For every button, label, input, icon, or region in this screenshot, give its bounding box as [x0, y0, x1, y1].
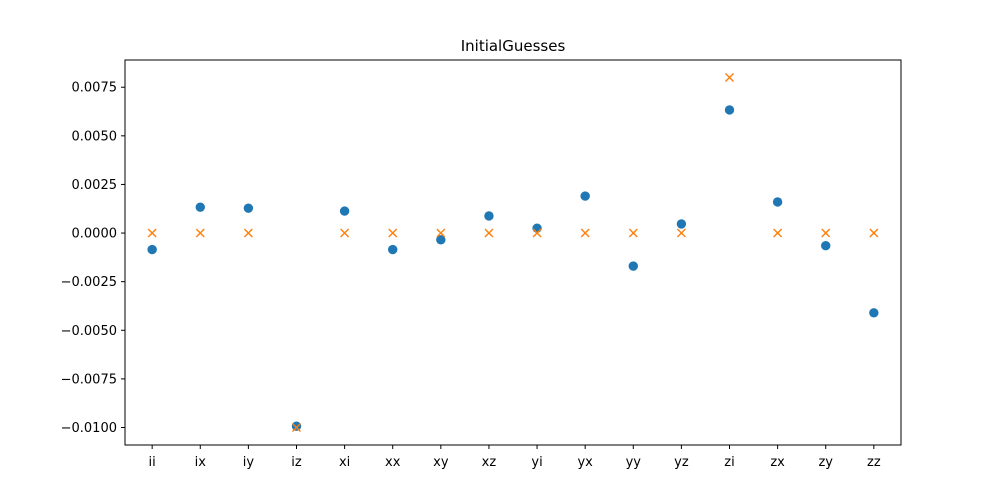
x-axis: ii ix iy iz xi xx xy xz yi yx yy yz zi zx zy zz [149, 445, 881, 470]
chart-title: InitialGuesses [461, 37, 566, 55]
data-point-x [869, 228, 879, 238]
data-point-x [580, 228, 590, 238]
data-point-circle [195, 202, 205, 212]
data-point-circle [484, 211, 494, 221]
x-tick-label: xi [339, 455, 350, 470]
data-point-x [292, 423, 301, 432]
x-tick-label: ii [149, 455, 156, 470]
y-tick-label: 0.0000 [72, 227, 118, 242]
x-tick-label: zi [724, 455, 734, 470]
data-points [147, 73, 879, 432]
y-axis: −0.0100 −0.0075 −0.0050 −0.0025 0.0000 0.0025… [61, 81, 125, 436]
data-point-circle [676, 219, 687, 229]
data-point-circle [628, 261, 638, 271]
x-tick-label: ix [195, 455, 207, 470]
data-point-x [388, 228, 398, 238]
data-point-circle [436, 235, 446, 245]
y-tick-label: 0.0025 [72, 178, 118, 193]
data-point-x [821, 228, 831, 238]
data-point-x [484, 228, 494, 238]
x-tick-label: yx [577, 455, 593, 470]
y-tick-label: −0.0100 [61, 421, 117, 436]
x-tick-label: iz [291, 455, 302, 470]
x-tick-label: xz [482, 455, 497, 470]
data-point-x [436, 228, 446, 238]
x-tick-label: xy [433, 455, 449, 470]
plot-frame [124, 59, 902, 446]
data-point-circle [821, 240, 831, 251]
x-tick-label: zz [867, 455, 881, 470]
data-point-circle [532, 223, 542, 233]
x-tick-label: zy [818, 455, 833, 470]
data-point-circle [869, 308, 879, 318]
data-point-x [628, 228, 638, 238]
data-point-circle [339, 206, 350, 216]
data-point-circle [243, 203, 254, 213]
data-point-circle [724, 105, 735, 115]
x-tick-label: xx [385, 455, 401, 470]
y-tick-label: 0.0050 [72, 129, 118, 144]
data-point-x [147, 228, 157, 238]
y-tick-label: −0.0025 [61, 275, 117, 290]
data-point-circle [388, 244, 398, 255]
x-tick-label: zx [770, 455, 785, 470]
data-point-circle [772, 197, 783, 207]
x-tick-label: iy [243, 455, 255, 470]
data-point-x [773, 228, 783, 238]
x-tick-label: yy [626, 455, 642, 470]
data-point-circle [580, 191, 590, 201]
data-point-x [195, 228, 205, 238]
data-point-x [725, 73, 734, 82]
data-point-circle [147, 244, 157, 255]
x-tick-label: yi [531, 455, 542, 470]
y-tick-label: 0.0075 [72, 81, 118, 96]
x-tick-label: yz [674, 455, 689, 470]
y-tick-label: −0.0050 [61, 324, 117, 339]
data-point-x [340, 228, 350, 238]
y-tick-label: −0.0075 [61, 372, 117, 387]
data-point-x [676, 228, 686, 238]
data-point-x [532, 228, 542, 238]
data-point-circle [291, 421, 302, 431]
data-point-x [243, 228, 253, 238]
